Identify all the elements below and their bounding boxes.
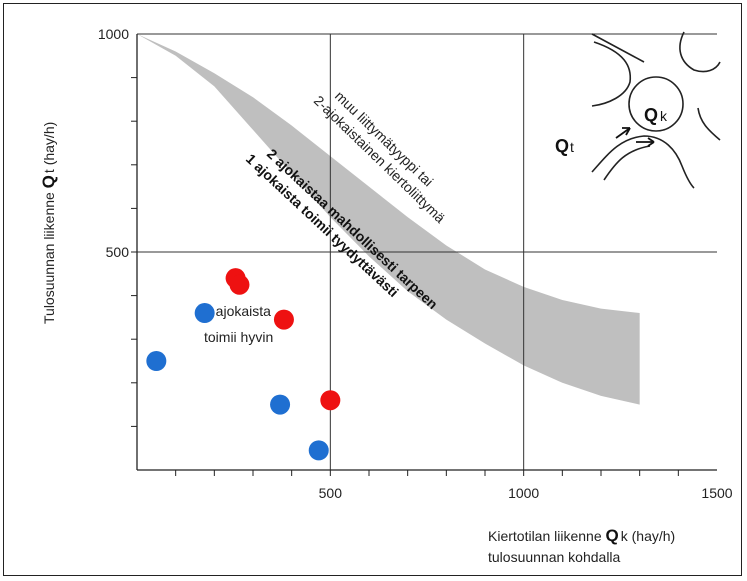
- region-annotation-line-2: toimii hyvin: [204, 329, 273, 345]
- inset-arrowhead-entry: [622, 127, 631, 136]
- x-axis-label-letter: Q: [606, 526, 619, 545]
- inset-arrow-entry: [615, 127, 631, 139]
- x-tick-label-2: 1500: [701, 485, 732, 501]
- inset-road-bottom: [591, 135, 695, 189]
- data-point-s0-2: [270, 394, 291, 415]
- data-points: [146, 268, 341, 461]
- x-axis-label-prefix: Kiertotilan liikenne: [488, 528, 606, 544]
- inset-road-1: [591, 33, 645, 63]
- inset-qt-sub: t: [570, 139, 574, 155]
- data-point-s0-1: [194, 303, 215, 324]
- inset-road-left-upper: [591, 41, 632, 107]
- x-axis-label-line-2: tulosuunnan kohdalla: [488, 549, 621, 565]
- inset-arrowhead-circ: [647, 137, 655, 147]
- x-axis-label-sub: k: [621, 528, 629, 544]
- y-tick-label-1: 1000: [98, 26, 129, 42]
- inset-road-right-upper: [679, 31, 721, 73]
- grid-lines: [137, 33, 717, 470]
- capacity-band: [137, 34, 640, 405]
- inset-road-right-lower: [697, 107, 721, 141]
- y-axis-label-sub: t: [41, 169, 57, 173]
- x-tick-label-0: 500: [319, 485, 343, 501]
- data-point-s1-1: [229, 274, 250, 295]
- data-point-s1-2: [273, 309, 294, 330]
- y-axis-label-letter: Q: [39, 175, 58, 188]
- y-axis-label: Tulosuunnan liikenne Qt (hay/h): [39, 122, 58, 324]
- x-tick-label-1: 1000: [508, 485, 539, 501]
- data-point-s1-3: [320, 390, 341, 411]
- inset-island: [628, 76, 684, 132]
- axes: [131, 34, 717, 476]
- inset-entry-lane: [603, 145, 651, 181]
- y-axis-label-suffix: (hay/h): [41, 122, 57, 169]
- svg-text:Tulosuunnan liikenne Qt (hay/: Tulosuunnan liikenne Qt (hay/h): [39, 122, 58, 324]
- data-point-s0-3: [308, 440, 329, 461]
- y-tick-labels: 500 1000: [98, 26, 129, 260]
- y-tick-label-0: 500: [106, 244, 130, 260]
- region-annotation-line-1: 1 ajokaista: [204, 303, 271, 319]
- x-axis-label-suffix: (hay/h): [628, 528, 675, 544]
- inset-qk-letter: Q: [644, 105, 658, 125]
- x-tick-labels: 500 1000 1500: [319, 485, 733, 501]
- inset-qk-sub: k: [660, 108, 668, 124]
- data-point-s0-0: [146, 351, 167, 371]
- chart-frame: 500 1000 1500 500 1000 muu liittymätyyppi t…: [3, 3, 742, 576]
- roundabout-inset: Q t Q k: [555, 31, 721, 189]
- inset-qt-letter: Q: [555, 136, 569, 156]
- y-axis-label-prefix: Tulosuunnan liikenne: [41, 188, 57, 324]
